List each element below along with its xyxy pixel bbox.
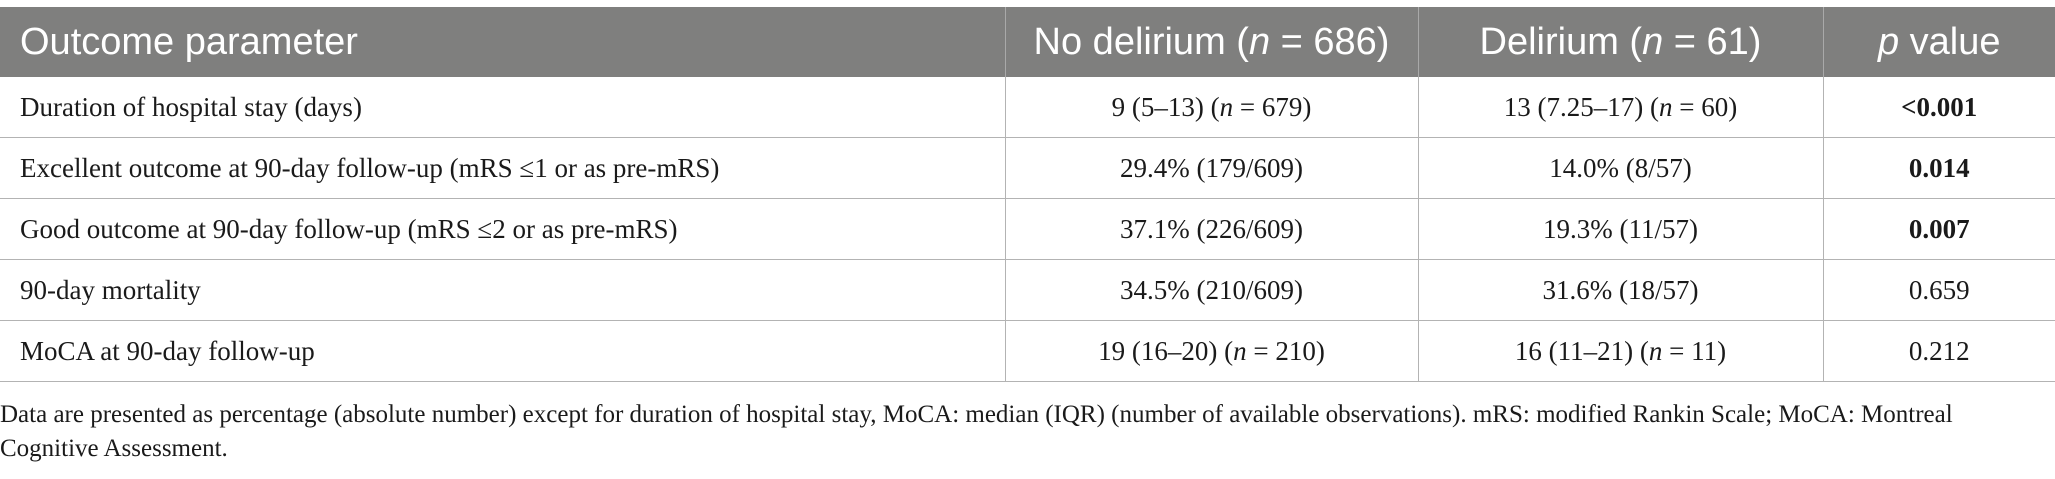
header-outcome-label: Outcome parameter: [20, 20, 358, 63]
header-p-value: p value: [1822, 7, 2055, 77]
cell-p-value: 0.014: [1822, 137, 2055, 199]
header-no-delirium: No delirium (n = 686): [1004, 7, 1418, 77]
cell-delirium-n: n: [1648, 335, 1663, 366]
table-row: 90-day mortality 34.5% (210/609) 31.6% (…: [0, 259, 2055, 321]
header-p-italic: p: [1877, 20, 1900, 63]
cell-no-delirium-n: n: [1233, 335, 1247, 366]
header-outcome-parameter: Outcome parameter: [0, 7, 1005, 77]
cell-no-delirium: 29.4% (179/609): [1004, 137, 1418, 199]
cell-parameter: Excellent outcome at 90-day follow-up (m…: [0, 137, 1005, 199]
table-footnote: Data are presented as percentage (absolu…: [0, 401, 1953, 462]
table-row: Good outcome at 90-day follow-up (mRS ≤2…: [0, 198, 2055, 260]
header-delirium-n: n: [1642, 20, 1664, 63]
cell-no-delirium-value: 19 (16–20) (: [1098, 335, 1234, 366]
cell-parameter: MoCA at 90-day follow-up: [0, 320, 1005, 382]
cell-p-value: 0.212: [1822, 320, 2055, 382]
header-no-delirium-suffix: = 686): [1270, 20, 1390, 63]
header-delirium-suffix: = 61): [1663, 20, 1762, 63]
cell-delirium-value: 13 (7.25–17) (: [1503, 91, 1659, 122]
cell-delirium: 16 (11–21) (n = 11): [1417, 320, 1823, 382]
cell-delirium-tail: = 11): [1662, 335, 1727, 366]
cell-no-delirium: 37.1% (226/609): [1004, 198, 1418, 260]
cell-delirium-value: 16 (11–21) (: [1514, 335, 1649, 366]
cell-delirium-tail: = 60): [1672, 91, 1738, 122]
cell-parameter: Good outcome at 90-day follow-up (mRS ≤2…: [0, 198, 1005, 260]
cell-delirium: 31.6% (18/57): [1417, 259, 1823, 321]
header-p-suffix: value: [1899, 20, 2001, 63]
header-delirium: Delirium (n = 61): [1417, 7, 1823, 77]
outcome-table: Outcome parameter No delirium (n = 686) …: [0, 7, 2055, 382]
header-no-delirium-prefix: No delirium (: [1033, 20, 1249, 63]
table-row: MoCA at 90-day follow-up 19 (16–20) (n =…: [0, 320, 2055, 382]
cell-p-value: 0.007: [1822, 198, 2055, 260]
table-row: Excellent outcome at 90-day follow-up (m…: [0, 137, 2055, 199]
header-delirium-prefix: Delirium (: [1479, 20, 1643, 63]
header-no-delirium-n: n: [1248, 20, 1271, 63]
cell-delirium: 14.0% (8/57): [1417, 137, 1823, 199]
cell-p-value: 0.659: [1822, 259, 2055, 321]
table-row: Duration of hospital stay (days) 9 (5–13…: [0, 77, 2055, 138]
cell-delirium: 19.3% (11/57): [1417, 198, 1823, 260]
cell-no-delirium-value: 9 (5–13) (: [1111, 91, 1220, 122]
cell-parameter: 90-day mortality: [0, 259, 1005, 321]
cell-no-delirium: 34.5% (210/609): [1004, 259, 1418, 321]
cell-no-delirium-tail: = 679): [1233, 91, 1312, 122]
outcome-table-container: Outcome parameter No delirium (n = 686) …: [0, 7, 2055, 382]
table-header-row: Outcome parameter No delirium (n = 686) …: [0, 7, 2055, 77]
cell-delirium: 13 (7.25–17) (n = 60): [1417, 77, 1823, 138]
cell-no-delirium: 19 (16–20) (n = 210): [1004, 320, 1418, 382]
cell-no-delirium-tail: = 210): [1246, 335, 1325, 366]
cell-no-delirium: 9 (5–13) (n = 679): [1004, 77, 1418, 138]
cell-delirium-n: n: [1659, 91, 1673, 122]
cell-parameter: Duration of hospital stay (days): [20, 91, 362, 122]
cell-no-delirium-n: n: [1219, 91, 1234, 122]
cell-p-value: <0.001: [1822, 77, 2055, 138]
